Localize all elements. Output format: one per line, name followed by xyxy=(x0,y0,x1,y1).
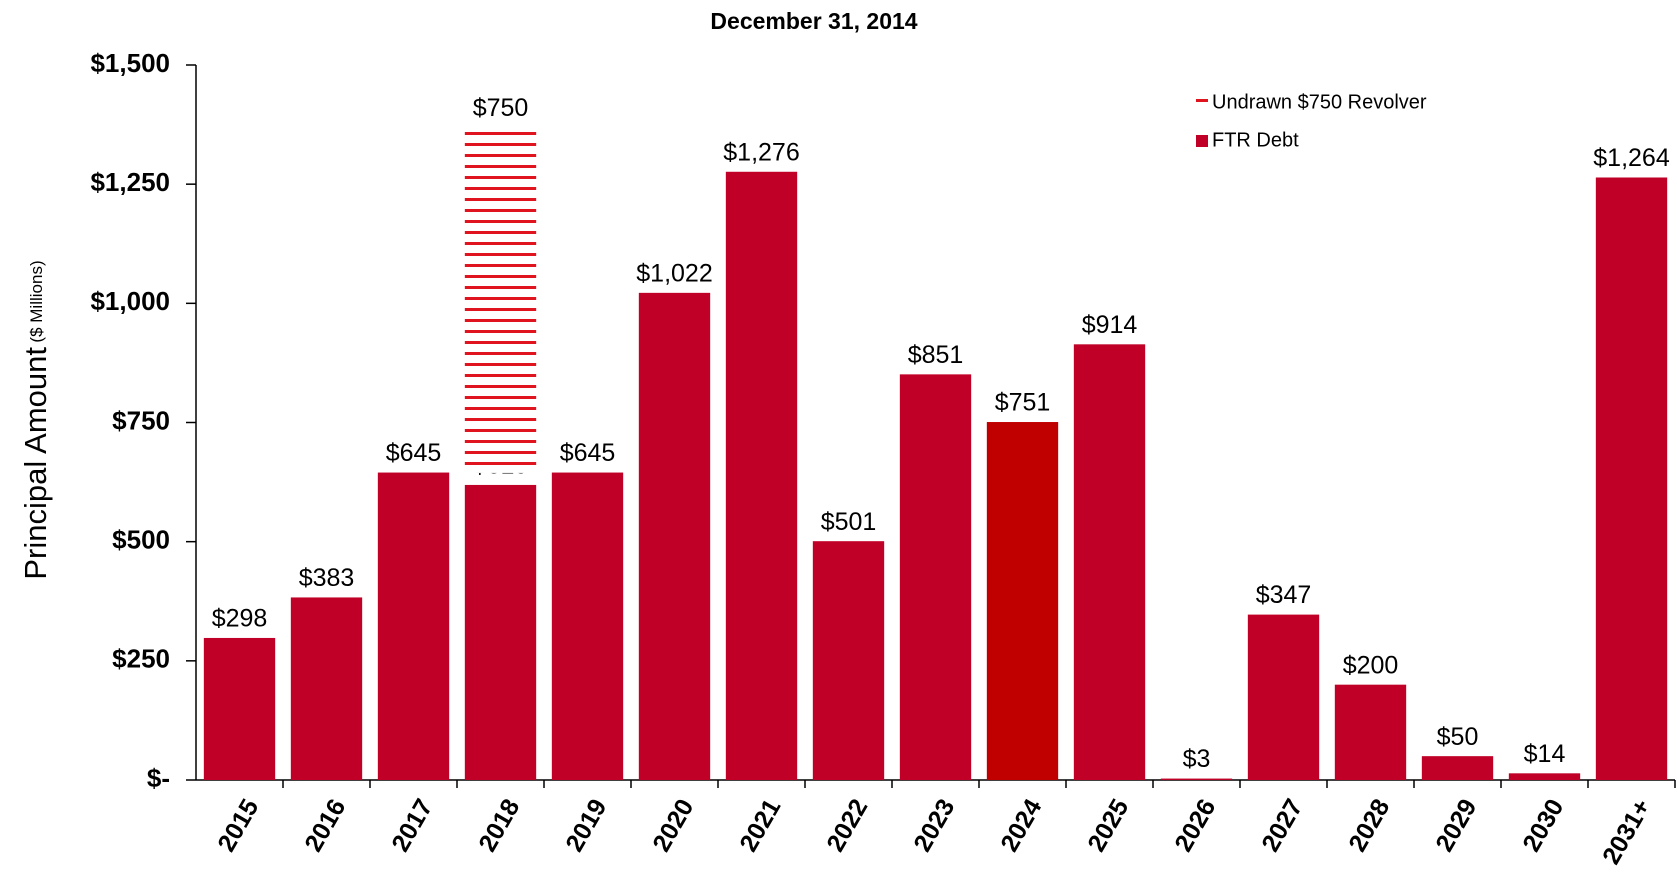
x-tick-label: 2015 xyxy=(212,794,264,856)
x-tick-label: 2030 xyxy=(1517,794,1569,856)
x-tick-label: 2029 xyxy=(1430,794,1482,856)
legend-swatch xyxy=(1196,135,1208,147)
bar xyxy=(638,292,711,780)
bar xyxy=(812,541,885,780)
data-label: $50 xyxy=(1437,723,1479,751)
data-label: $1,264 xyxy=(1593,144,1670,172)
data-label: $14 xyxy=(1524,740,1566,768)
x-tick-label: 2020 xyxy=(647,794,699,856)
bar xyxy=(464,484,537,780)
bar xyxy=(1073,344,1146,780)
bar xyxy=(1508,773,1581,780)
x-tick-label: 2031+ xyxy=(1597,794,1656,869)
bar xyxy=(377,472,450,780)
y-axis-label: Principal Amount ($ Millions) xyxy=(18,260,53,579)
data-label: $200 xyxy=(1343,651,1399,679)
data-label: $751 xyxy=(995,389,1051,417)
x-tick-label: 2021 xyxy=(734,794,786,856)
bar xyxy=(203,637,276,780)
bar xyxy=(290,597,363,780)
y-tick-label: $500 xyxy=(112,525,170,555)
legend-label: FTR Debt xyxy=(1212,129,1299,151)
bar xyxy=(899,374,972,780)
data-label: $501 xyxy=(821,508,877,536)
y-tick-label: $- xyxy=(147,763,170,793)
data-label: $914 xyxy=(1082,311,1138,339)
chart-title: December 31, 2014 xyxy=(710,8,917,34)
y-label-unit: ($ Millions) xyxy=(27,260,46,342)
data-label: $298 xyxy=(212,605,268,633)
data-label: $347 xyxy=(1256,581,1312,609)
y-tick-label: $250 xyxy=(112,644,170,674)
data-label: $1,022 xyxy=(636,259,712,287)
x-tick-label: 2025 xyxy=(1082,794,1134,856)
bar xyxy=(725,171,798,781)
x-tick-label: 2017 xyxy=(386,794,438,856)
x-tick-label: 2016 xyxy=(299,794,351,856)
y-tick-label: $1,250 xyxy=(90,167,170,197)
data-label: $1,276 xyxy=(723,138,799,166)
bar xyxy=(1334,684,1407,780)
y-tick-label: $1,500 xyxy=(90,48,170,78)
x-tick-label: 2023 xyxy=(908,794,960,856)
data-label: $645 xyxy=(560,439,616,467)
x-tick-label: 2028 xyxy=(1343,794,1395,856)
x-tick-label: 2027 xyxy=(1256,794,1308,856)
x-tick-label: 2026 xyxy=(1169,794,1221,856)
x-tick-label: 2019 xyxy=(560,794,612,856)
data-label: $383 xyxy=(299,564,355,592)
y-tick-label: $750 xyxy=(112,405,170,435)
bar xyxy=(1421,756,1494,780)
bar xyxy=(551,472,624,780)
bar xyxy=(1247,614,1320,780)
x-tick-label: 2024 xyxy=(995,794,1047,856)
y-label: Principal Amount xyxy=(18,347,53,580)
bar-segment xyxy=(464,127,537,473)
bar xyxy=(986,422,1059,780)
bar xyxy=(1160,778,1233,780)
data-label: $3 xyxy=(1183,745,1211,773)
data-label: $851 xyxy=(908,341,964,369)
y-tick-label: $1,000 xyxy=(90,286,170,316)
data-label: $645 xyxy=(386,439,442,467)
legend-swatch xyxy=(1196,97,1208,109)
data-label: $750 xyxy=(473,94,529,122)
x-tick-label: 2022 xyxy=(821,794,873,856)
x-tick-label: 2018 xyxy=(473,794,525,856)
bar xyxy=(1595,177,1668,780)
legend-label: Undrawn $750 Revolver xyxy=(1212,91,1427,113)
